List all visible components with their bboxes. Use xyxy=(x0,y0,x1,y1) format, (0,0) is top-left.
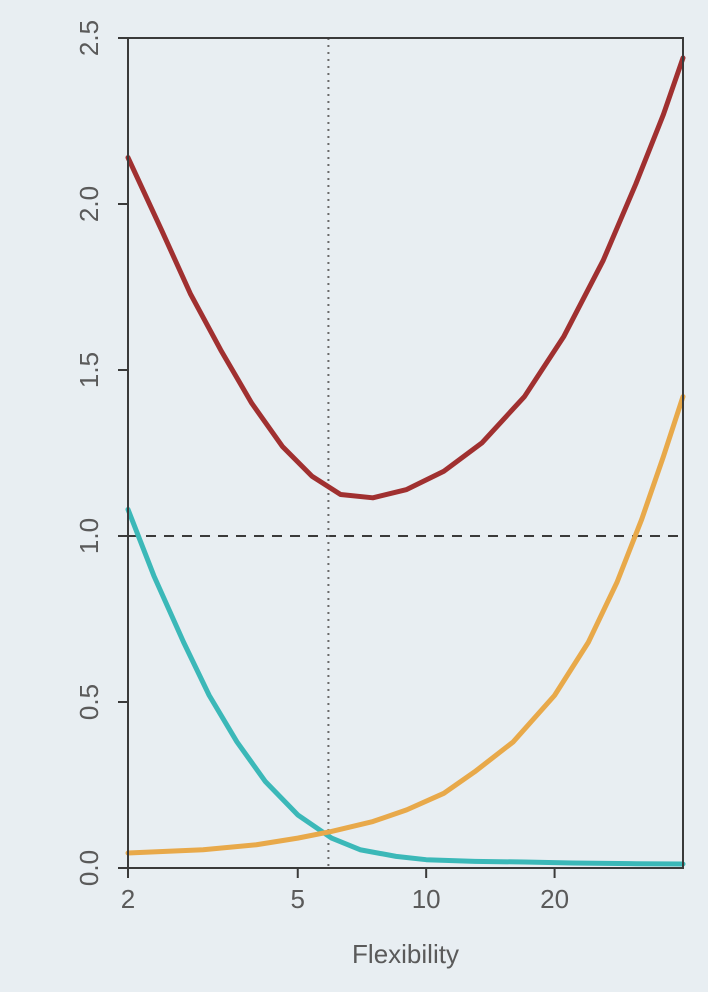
y-tick-label: 2.5 xyxy=(74,20,104,56)
y-tick-label: 2.0 xyxy=(74,186,104,222)
x-tick-label: 10 xyxy=(412,884,441,914)
y-tick-label: 1.5 xyxy=(74,352,104,388)
y-tick-label: 0.5 xyxy=(74,684,104,720)
y-tick-label: 1.0 xyxy=(74,518,104,554)
x-axis-label: Flexibility xyxy=(352,939,459,969)
x-tick-label: 20 xyxy=(540,884,569,914)
y-tick-label: 0.0 xyxy=(74,850,104,886)
chart-container: 0.0 0.5 1.0 1.5 2.0 2.5 2 5 10 20 Flexibility xyxy=(0,0,708,992)
x-tick-label: 5 xyxy=(291,884,305,914)
bias-variance-chart: 0.0 0.5 1.0 1.5 2.0 2.5 2 5 10 20 Flexibility xyxy=(0,0,708,992)
x-tick-label: 2 xyxy=(121,884,135,914)
